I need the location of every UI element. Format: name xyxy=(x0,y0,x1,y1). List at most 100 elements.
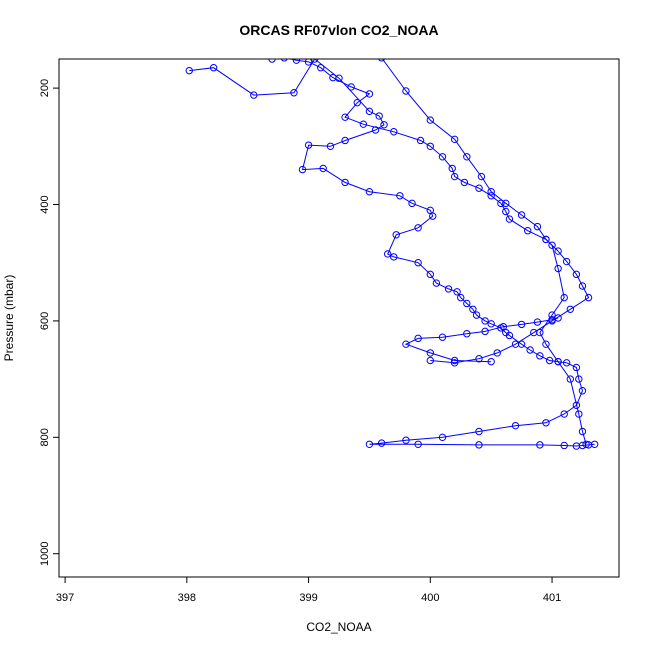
x-tick-label: 401 xyxy=(543,592,561,604)
data-point xyxy=(341,178,349,187)
data-point xyxy=(536,441,544,449)
data-point xyxy=(365,90,374,98)
data-point xyxy=(463,299,471,308)
data-point xyxy=(566,375,575,383)
data-point xyxy=(505,331,514,340)
data-point xyxy=(475,441,483,449)
data-point xyxy=(575,410,583,418)
data-point xyxy=(426,116,435,124)
series-line xyxy=(189,59,595,447)
data-point xyxy=(402,436,410,444)
data-point xyxy=(542,340,550,348)
data-point xyxy=(460,178,469,187)
data-point xyxy=(548,311,556,319)
data-point xyxy=(250,91,258,99)
data-point xyxy=(416,136,425,145)
y-tick-label: 200 xyxy=(39,79,51,97)
data-point xyxy=(383,250,392,258)
data-point xyxy=(341,136,349,145)
data-point xyxy=(533,318,542,326)
series-0 xyxy=(185,59,599,450)
data-point xyxy=(448,164,456,173)
data-point xyxy=(578,387,587,395)
data-point xyxy=(402,87,410,95)
series-3 xyxy=(402,314,562,366)
data-point xyxy=(438,333,447,341)
data-point xyxy=(554,357,562,366)
data-point xyxy=(562,257,571,266)
x-tick-label: 398 xyxy=(178,592,196,604)
data-point xyxy=(560,441,568,450)
data-point xyxy=(292,59,301,64)
data-point xyxy=(432,279,441,287)
data-point xyxy=(578,427,587,436)
data-point xyxy=(517,211,526,219)
data-point xyxy=(481,317,489,325)
data-point xyxy=(341,113,349,121)
data-point xyxy=(310,59,319,63)
data-point xyxy=(438,153,447,161)
data-point xyxy=(475,427,483,436)
data-point xyxy=(560,293,568,302)
data-point xyxy=(268,59,276,63)
data-point xyxy=(396,192,404,200)
data-point xyxy=(511,340,520,348)
plot-frame xyxy=(58,58,620,578)
data-point xyxy=(575,375,583,383)
y-axis: 200 400 600 800 1000 xyxy=(39,79,60,566)
data-point xyxy=(426,356,435,365)
data-point xyxy=(469,305,477,313)
data-point xyxy=(365,107,374,116)
data-point xyxy=(450,356,459,365)
data-point xyxy=(545,356,554,365)
data-point xyxy=(533,222,542,231)
y-tick-label: 600 xyxy=(39,312,51,330)
data-point xyxy=(450,135,459,144)
data-point xyxy=(375,112,383,120)
data-point xyxy=(493,349,501,357)
x-axis: 397 398 399 400 401 xyxy=(56,576,561,604)
data-point xyxy=(377,439,386,447)
data-point xyxy=(477,172,486,181)
data-point xyxy=(353,98,361,107)
data-point xyxy=(526,346,534,354)
series-line xyxy=(381,59,587,445)
data-point xyxy=(402,340,410,348)
x-tick-label: 397 xyxy=(56,592,74,604)
x-axis-label: CO2_NOAA xyxy=(306,620,371,634)
data-point xyxy=(298,165,307,174)
data-point xyxy=(359,120,368,128)
data-point xyxy=(414,334,422,343)
data-point xyxy=(517,320,526,329)
y-tick-label: 1000 xyxy=(39,541,51,565)
data-point xyxy=(450,172,459,181)
data-point xyxy=(487,192,495,200)
data-point xyxy=(497,199,505,208)
data-point xyxy=(317,64,325,72)
data-point xyxy=(502,199,510,208)
series-2 xyxy=(378,59,590,448)
data-point xyxy=(380,121,388,129)
data-point xyxy=(572,270,581,279)
data-point xyxy=(542,235,550,244)
data-point xyxy=(414,440,422,448)
data-point xyxy=(554,314,562,322)
data-point xyxy=(326,142,335,151)
data-point xyxy=(429,212,437,220)
data-point xyxy=(290,89,298,97)
data-point xyxy=(584,293,593,302)
data-point xyxy=(463,153,471,161)
data-point xyxy=(572,363,581,372)
data-point xyxy=(453,288,461,296)
data-point xyxy=(378,59,386,62)
data-point xyxy=(414,224,422,232)
x-tick-label: 400 xyxy=(421,592,439,604)
data-point xyxy=(463,330,471,338)
data-point xyxy=(487,357,495,366)
data-point xyxy=(536,352,544,360)
data-point xyxy=(554,247,562,255)
data-point xyxy=(548,241,556,249)
data-point xyxy=(475,355,483,363)
data-point xyxy=(390,253,398,261)
data-point xyxy=(582,440,590,448)
